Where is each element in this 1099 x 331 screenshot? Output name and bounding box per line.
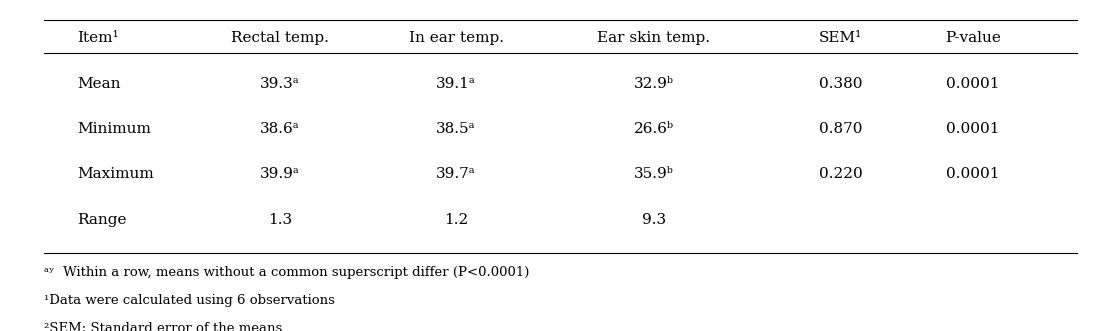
Text: 39.7ᵃ: 39.7ᵃ [436,167,476,181]
Text: 39.9ᵃ: 39.9ᵃ [260,167,300,181]
Text: 38.6ᵃ: 38.6ᵃ [260,122,300,136]
Text: 39.3ᵃ: 39.3ᵃ [260,77,300,91]
Text: 38.5ᵃ: 38.5ᵃ [436,122,476,136]
Text: Minimum: Minimum [77,122,151,136]
Text: 39.1ᵃ: 39.1ᵃ [436,77,476,91]
Text: ¹Data were calculated using 6 observations: ¹Data were calculated using 6 observatio… [44,294,335,307]
Text: 1.3: 1.3 [268,213,292,227]
Text: 0.380: 0.380 [819,77,863,91]
Text: Ear skin temp.: Ear skin temp. [598,31,710,45]
Text: 0.0001: 0.0001 [946,77,999,91]
Text: Rectal temp.: Rectal temp. [231,31,330,45]
Text: Item¹: Item¹ [77,31,119,45]
Text: 1.2: 1.2 [444,213,468,227]
Text: 0.870: 0.870 [819,122,863,136]
Text: ²SEM: Standard error of the means: ²SEM: Standard error of the means [44,322,282,331]
Text: In ear temp.: In ear temp. [409,31,503,45]
Text: Maximum: Maximum [77,167,154,181]
Text: 26.6ᵇ: 26.6ᵇ [634,122,674,136]
Text: Mean: Mean [77,77,121,91]
Text: ᵃʸ  Within a row, means without a common superscript differ (P<0.0001): ᵃʸ Within a row, means without a common … [44,266,530,279]
Text: 35.9ᵇ: 35.9ᵇ [634,167,674,181]
Text: 0.220: 0.220 [819,167,863,181]
Text: 9.3: 9.3 [642,213,666,227]
Text: SEM¹: SEM¹ [819,31,863,45]
Text: Range: Range [77,213,126,227]
Text: 0.0001: 0.0001 [946,122,999,136]
Text: 32.9ᵇ: 32.9ᵇ [634,77,674,91]
Text: P-value: P-value [945,31,1000,45]
Text: 0.0001: 0.0001 [946,167,999,181]
